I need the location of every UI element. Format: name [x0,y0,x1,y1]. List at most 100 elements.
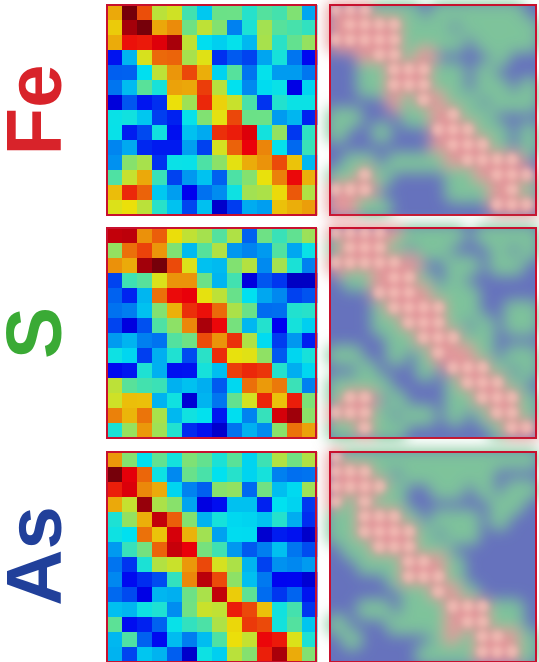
heatmap-cell [137,452,153,468]
heatmap-cell [227,557,243,573]
relief-peak [417,331,430,344]
relief-peak [388,256,401,269]
heatmap-cell [227,587,243,603]
heatmap-cell [152,348,168,364]
relief-blob [487,45,512,70]
heatmap-cell [257,572,273,588]
heatmap-cell [272,200,288,216]
heatmap-cell [227,333,243,349]
relief-peak [373,18,386,31]
heatmap-cell [272,110,288,126]
heatmap-cell [107,393,123,409]
heatmap-cell [167,303,183,319]
heatmap-cell [257,288,273,304]
relief-peak [432,585,445,598]
heatmap-cell [212,95,228,111]
heatmap-cell [122,65,138,81]
heatmap-cell [167,185,183,201]
relief-peak [447,108,460,121]
heatmap-cell [272,185,288,201]
heatmap-cell [137,185,153,201]
heatmap-cell [287,200,303,216]
relief-blob [457,522,482,547]
heatmap-cell [272,155,288,171]
heatmap-cell [242,303,258,319]
heatmap-cell [257,110,273,126]
relief-blob [340,105,365,130]
heatmap-cell [122,452,138,468]
relief-peak [505,645,518,658]
heatmap-cell [212,155,228,171]
relief-blob [340,627,365,652]
heatmap-cell [107,65,123,81]
heatmap-cell [197,110,213,126]
heatmap-cell [182,185,198,201]
heatmap-cell [197,572,213,588]
heatmap-cell [257,80,273,96]
heatmap-cell [257,542,273,558]
heatmap-cell [137,348,153,364]
relief-peak [476,615,489,628]
heatmap-cell [302,378,318,394]
relief-peak [476,138,489,151]
heatmap-cell [227,140,243,156]
relief-peak [402,301,415,314]
heatmap-cell [257,95,273,111]
heatmap-cell [197,318,213,334]
relief-peak [402,540,415,553]
heatmap-cell [182,557,198,573]
heatmap-cell [257,200,273,216]
heatmap-cell [287,318,303,334]
heatmap-cell [122,587,138,603]
relief-blob [413,358,438,383]
heatmap-cell [152,80,168,96]
heatmap-cell [272,617,288,633]
heatmap-cell [167,273,183,289]
heatmap-cell [212,527,228,543]
heatmap-cell [212,65,228,81]
heatmap-cell [152,243,168,259]
relief-peak [461,138,474,151]
heatmap-cell [272,80,288,96]
relief-peak [476,361,489,374]
heatmap-cell [227,228,243,244]
heatmap-cell [272,393,288,409]
heatmap-cell [302,512,318,528]
heatmap-cell [227,572,243,588]
heatmap-cell [107,557,123,573]
heatmap-cell [257,228,273,244]
heatmap-cell [257,318,273,334]
heatmap-cell [272,348,288,364]
heatmap-cell [137,318,153,334]
heatmap-cell [152,602,168,618]
heatmap-cell [257,393,273,409]
heatmap-cell [242,50,258,66]
heatmap-cell [182,572,198,588]
heatmap-cell [302,647,318,662]
element-label: Fe [0,64,78,155]
panel-border [106,227,317,439]
heatmap-cell [182,363,198,379]
heatmap-cell [152,557,168,573]
heatmap-cell [167,318,183,334]
relief-peak [520,421,533,434]
heatmap-cell [287,243,303,259]
relief-peak [373,226,386,239]
heatmap-cell [287,185,303,201]
heatmap-cell [227,65,243,81]
heatmap-cell [167,65,183,81]
relief-peak [505,391,518,404]
relief-peak [388,33,401,46]
relief-peak [344,406,357,419]
heatmap-cell [122,228,138,244]
heatmap-cell [197,95,213,111]
relief-peak [432,123,445,136]
panel-border [329,4,537,216]
heatmap-cell [182,617,198,633]
relief-blob [384,418,409,443]
heatmap-cell [242,497,258,513]
relief-peak [388,525,401,538]
heatmap-cell [212,393,228,409]
heatmap-cell [152,497,168,513]
heatmap-cell [137,363,153,379]
